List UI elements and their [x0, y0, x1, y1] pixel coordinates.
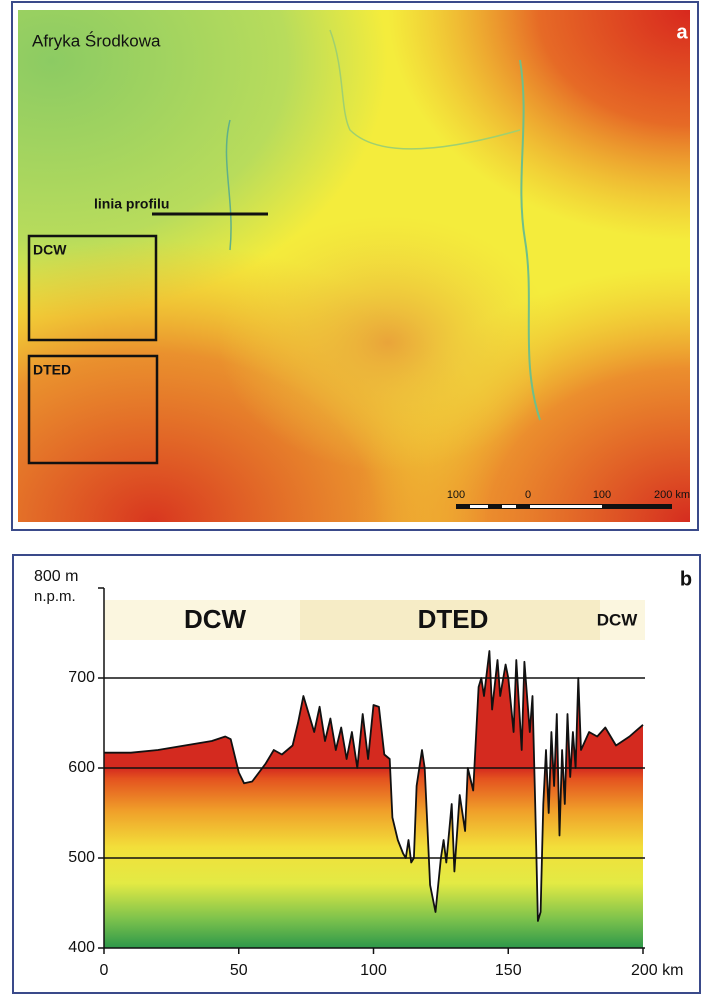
scale-label: 100 [593, 489, 611, 501]
profile-label: linia profilu [94, 196, 169, 212]
box-label: DTED [33, 362, 71, 378]
dted-box [27, 354, 159, 465]
y-tick-label: 800 m [34, 568, 78, 585]
panel-label: a [676, 21, 688, 43]
map [18, 10, 690, 522]
x-tick-label: 150 [495, 962, 522, 979]
profile-line [104, 650, 644, 922]
y-axis-label: n.p.m. [34, 588, 76, 605]
band [104, 600, 300, 640]
map-title: Afryka Środkowa [32, 31, 161, 50]
profile-chart: DCW DTED DCW 400 500 600 700 800 m n.p.m. 0 50 100 1… [34, 568, 683, 979]
dcw-box [27, 234, 158, 342]
band-label: DCW [597, 610, 639, 629]
box-label: DCW [33, 242, 67, 258]
profile-area [104, 651, 643, 948]
scale-label: 0 [525, 489, 531, 501]
band-label: DCW [184, 604, 247, 634]
x-tick-label: 0 [100, 962, 109, 979]
scale-label: 100 [447, 489, 465, 501]
x-tick-label: 200 km [631, 962, 683, 979]
y-tick-label: 600 [68, 759, 95, 776]
panel-label: b [680, 568, 692, 590]
y-tick-label: 700 [68, 669, 95, 686]
scale-bar [456, 504, 672, 509]
band [300, 600, 600, 640]
x-tick-label: 50 [230, 962, 248, 979]
y-tick-label: 400 [68, 939, 95, 956]
band-label: DTED [418, 604, 489, 634]
scale-label: 200 km [654, 489, 690, 501]
band [600, 600, 645, 640]
x-tick-label: 100 [360, 962, 387, 979]
y-tick-label: 500 [68, 849, 95, 866]
